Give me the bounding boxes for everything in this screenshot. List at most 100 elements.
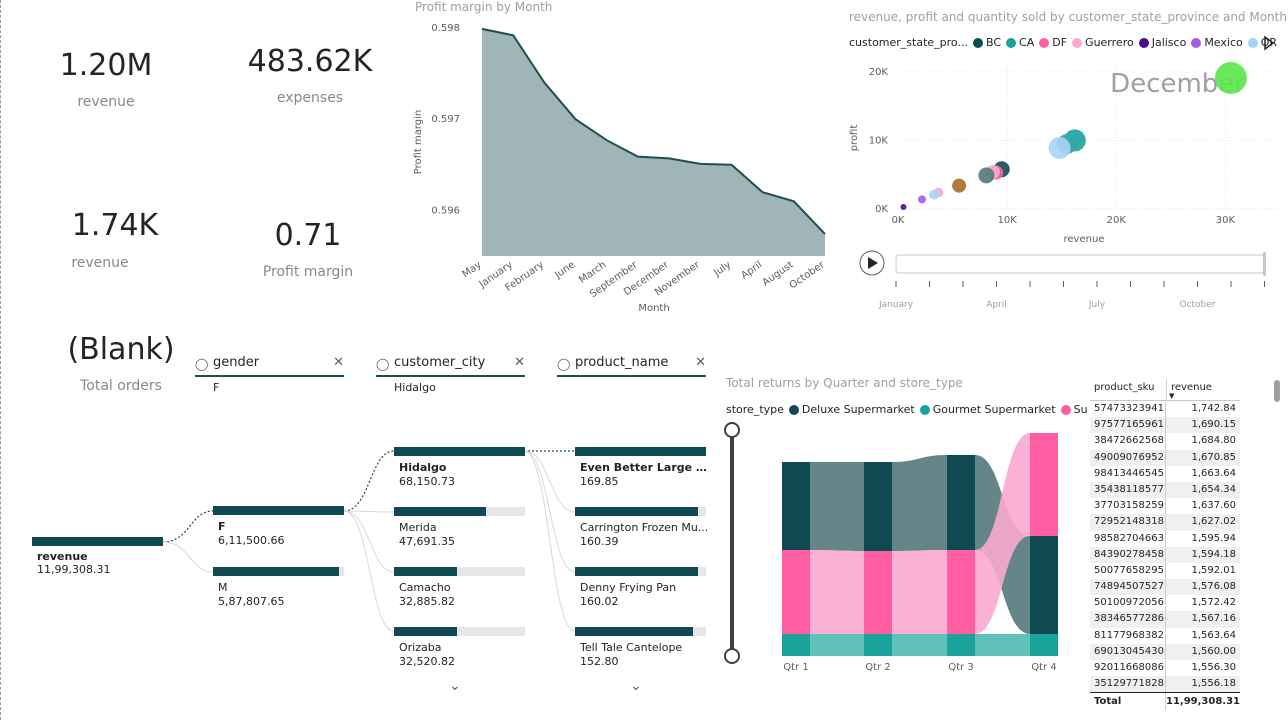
table-row[interactable]: 38346577286 1,567.16 bbox=[1090, 611, 1240, 628]
legend-item-df[interactable]: DF bbox=[1039, 36, 1067, 49]
dt-root-bar[interactable] bbox=[32, 537, 163, 546]
legend-item-mexico[interactable]: Mexico bbox=[1191, 36, 1243, 49]
ribbon-legend: store_type Deluxe Supermarket Gourmet Su… bbox=[726, 403, 1088, 416]
legend-item-deluxe[interactable]: Deluxe Supermarket bbox=[788, 403, 915, 416]
dt-node-label: Camacho bbox=[399, 581, 451, 594]
col-header-product-sku[interactable]: product_sku bbox=[1094, 382, 1155, 393]
area-x-tick: April bbox=[739, 259, 764, 281]
product-sku-table[interactable]: product_sku revenue ▼ 57473323941 1,742.8… bbox=[1090, 379, 1240, 711]
ribbon-band bbox=[892, 634, 947, 656]
ribbon-bar bbox=[782, 634, 810, 656]
dt-node-bar[interactable] bbox=[213, 567, 339, 576]
scatter-legend: customer_state_pro... BC CA DF Guerrero … bbox=[849, 36, 1282, 49]
dt-node-label: Tell Tale Cantelope bbox=[580, 641, 683, 654]
ribbon-band bbox=[892, 550, 947, 634]
table-row[interactable]: 35129771828 1,556.18 bbox=[1090, 676, 1240, 693]
legend-item-supermarket[interactable]: Supermarket bbox=[1060, 403, 1088, 416]
table-row[interactable]: 92011668086 1,556.30 bbox=[1090, 660, 1240, 677]
dt-node-bar-bg[interactable] bbox=[394, 627, 525, 636]
table-row[interactable]: 81177968382 1,563.64 bbox=[1090, 627, 1240, 644]
dt-node-bar[interactable] bbox=[575, 567, 699, 576]
cell-product-sku: 98413446545 bbox=[1090, 465, 1166, 482]
ribbon-chart[interactable]: Qtr 1 Qtr 2 Qtr 3 Qtr 4 bbox=[720, 420, 1090, 680]
dt-header-customer-city[interactable]: ◯ customer_city ✕ bbox=[376, 355, 525, 377]
col-header-revenue[interactable]: revenue ▼ bbox=[1166, 379, 1240, 400]
ribbon-x-tick: Qtr 4 bbox=[1031, 662, 1056, 673]
scatter-x-tick: 20K bbox=[1107, 215, 1127, 226]
ribbon-bar bbox=[782, 550, 810, 634]
ribbon-legend-title: store_type bbox=[726, 403, 784, 416]
table-scrollbar[interactable] bbox=[1274, 380, 1280, 402]
legend-item-jalisco[interactable]: Jalisco bbox=[1138, 36, 1186, 49]
legend-next-arrow-icon[interactable] bbox=[1262, 35, 1276, 51]
dt-node-bar[interactable] bbox=[394, 627, 457, 636]
table-row[interactable]: 98413446545 1,663.64 bbox=[1090, 465, 1240, 482]
scatter-point bbox=[929, 189, 940, 200]
lightbulb-icon: ◯ bbox=[557, 357, 571, 371]
dt-header-product-name[interactable]: ◯ product_name ✕ bbox=[557, 355, 706, 377]
city-scroll-down-chevron-icon[interactable]: ⌄ bbox=[449, 678, 461, 694]
cell-product-sku: 57473323941 bbox=[1090, 401, 1166, 418]
dt-node-bar[interactable] bbox=[394, 447, 525, 456]
lightbulb-icon: ◯ bbox=[195, 357, 209, 371]
table-row[interactable]: 57473323941 1,742.84 bbox=[1090, 401, 1240, 418]
scatter-point bbox=[952, 178, 967, 193]
table-row[interactable]: 69013045430 1,560.00 bbox=[1090, 643, 1240, 660]
dt-node-value: 32,520.82 bbox=[399, 655, 455, 668]
kpi-total-orders-value: (Blank) bbox=[67, 332, 175, 367]
dt-header-gender[interactable]: ◯ gender ✕ bbox=[195, 355, 344, 377]
ribbon-bar bbox=[947, 634, 975, 656]
table-row[interactable]: 35438118577 1,654.34 bbox=[1090, 481, 1240, 499]
dt-node-bar-bg[interactable] bbox=[394, 567, 525, 576]
product-scroll-down-chevron-icon[interactable]: ⌄ bbox=[630, 678, 642, 694]
kpi-expenses-value: 483.62K bbox=[247, 44, 373, 79]
table-row[interactable]: 49009076952 1,670.85 bbox=[1090, 449, 1240, 466]
legend-item-ca[interactable]: CA bbox=[1006, 36, 1034, 49]
table-row[interactable]: 97577165961 1,690.15 bbox=[1090, 417, 1240, 434]
table-row[interactable]: 98582704663 1,595.94 bbox=[1090, 530, 1240, 547]
table-row[interactable]: 50100972056 1,572.42 bbox=[1090, 595, 1240, 612]
close-icon[interactable]: ✕ bbox=[695, 355, 706, 370]
table-row[interactable]: 38472662568 1,684.80 bbox=[1090, 433, 1240, 450]
dt-node-bar[interactable] bbox=[575, 447, 706, 456]
area-y-tick: 0.598 bbox=[431, 23, 460, 34]
cell-product-sku: 72952148318 bbox=[1090, 514, 1166, 531]
dt-node-value: 47,691.35 bbox=[399, 535, 455, 548]
table-row[interactable]: 37703158259 1,637.60 bbox=[1090, 498, 1240, 515]
cell-revenue: 1,576.08 bbox=[1191, 581, 1236, 593]
play-axis-track[interactable] bbox=[895, 254, 1265, 274]
kpi-revenue-value: 1.20M bbox=[59, 48, 153, 83]
legend-item-bc[interactable]: BC bbox=[972, 36, 1001, 49]
dt-node-label: Orizaba bbox=[399, 641, 442, 654]
table-row[interactable]: 50077658295 1,592.01 bbox=[1090, 562, 1240, 580]
area-x-tick: October bbox=[788, 259, 828, 291]
dt-node-bar[interactable] bbox=[394, 507, 486, 516]
dt-node-bar[interactable] bbox=[575, 507, 699, 516]
ribbon-band bbox=[810, 550, 864, 634]
cell-revenue: 1,563.64 bbox=[1191, 629, 1236, 641]
close-icon[interactable]: ✕ bbox=[514, 355, 525, 370]
scatter-point bbox=[918, 195, 927, 204]
area-chart-title: Profit margin by Month bbox=[415, 0, 553, 14]
dt-node-bar[interactable] bbox=[394, 567, 457, 576]
area-y-tick: 0.596 bbox=[431, 205, 460, 216]
legend-item-guerrero[interactable]: Guerrero bbox=[1072, 36, 1134, 49]
play-axis-label: April bbox=[986, 300, 1007, 310]
scatter-x-tick: 0K bbox=[892, 215, 905, 226]
kpi-expenses-label: expenses bbox=[276, 90, 344, 106]
range-slider-bottom-handle[interactable] bbox=[724, 648, 740, 664]
play-axis-handle[interactable] bbox=[1263, 252, 1266, 276]
table-row[interactable]: 74894507527 1,576.08 bbox=[1090, 579, 1240, 596]
legend-item-gourmet[interactable]: Gourmet Supermarket bbox=[919, 403, 1056, 416]
dt-node-bar[interactable] bbox=[213, 506, 344, 515]
table-row[interactable]: 84390278458 1,594.18 bbox=[1090, 546, 1240, 563]
scatter-point bbox=[1214, 62, 1247, 95]
table-row[interactable]: 72952148318 1,627.02 bbox=[1090, 514, 1240, 531]
dt-node-bar[interactable] bbox=[575, 627, 693, 636]
range-slider-top-handle[interactable] bbox=[724, 422, 740, 438]
ribbon-bar bbox=[947, 455, 975, 550]
close-icon[interactable]: ✕ bbox=[333, 355, 344, 370]
cell-product-sku: 69013045430 bbox=[1090, 643, 1166, 660]
